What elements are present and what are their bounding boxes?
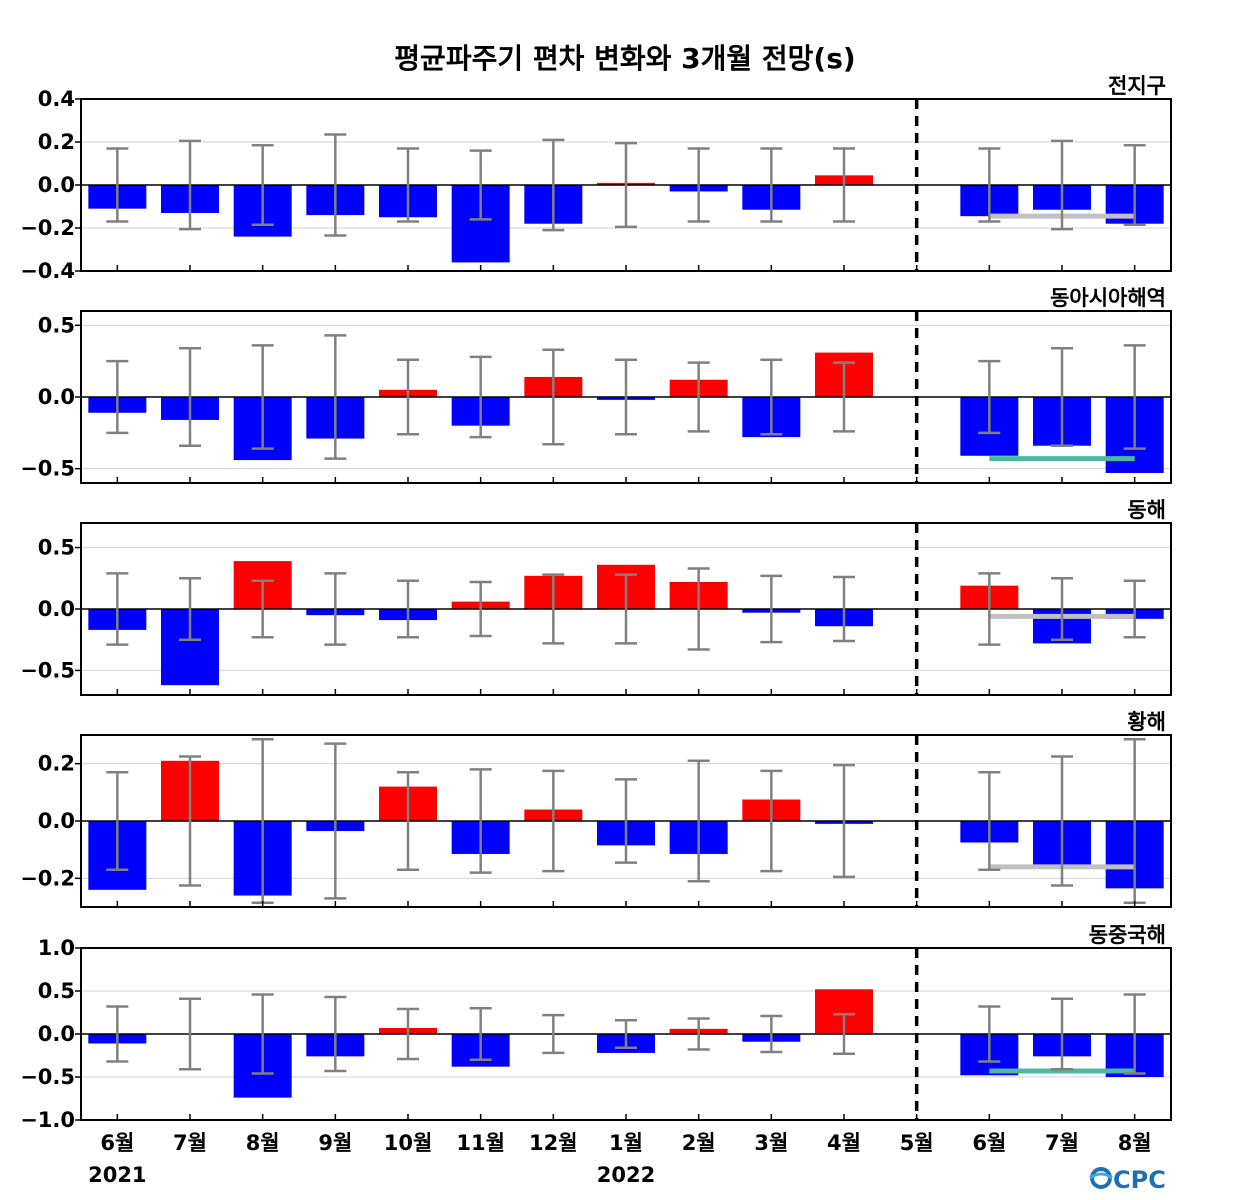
x-tick-label: 11월 xyxy=(456,1131,505,1155)
x-tick-label: 8월 xyxy=(1118,1131,1152,1155)
x-tick-label: 4월 xyxy=(827,1131,861,1155)
panel-1: −0.4 −0.2 0.0 0.2 0.4 전지구 xyxy=(20,74,1172,283)
panel-2: −0.5 0.0 0.5 동아시아해역 xyxy=(20,286,1172,484)
y-tick-label: −0.2 xyxy=(20,866,75,890)
cpc-logo: CPC xyxy=(1089,1166,1166,1194)
x-tick-label: 7월 xyxy=(173,1131,207,1155)
y-tick-label: −0.5 xyxy=(20,658,75,682)
logo-text: CPC xyxy=(1113,1166,1166,1194)
y-tick-label: 0.5 xyxy=(38,536,75,560)
y-tick-label: 0.0 xyxy=(38,1022,75,1046)
y-tick-label: 0.5 xyxy=(38,313,75,337)
y-tick-label: 0.2 xyxy=(38,130,75,154)
y-tick-label: 0.0 xyxy=(38,809,75,833)
x-tick-label: 6월 xyxy=(100,1131,134,1155)
y-tick-label: 0.4 xyxy=(38,87,75,111)
panel-5: −1.0 −0.5 0.0 0.5 1.0 동중국해 xyxy=(20,923,1172,1132)
y-tick-label: −0.4 xyxy=(20,259,75,283)
y-tick-label: 1.0 xyxy=(38,936,75,960)
y-tick-label: −0.5 xyxy=(20,1065,75,1089)
year-label: 2021 xyxy=(88,1163,146,1187)
x-tick-label: 10월 xyxy=(384,1131,433,1155)
y-tick-label: −0.2 xyxy=(20,216,75,240)
x-axis-labels: 6월 7월 8월 9월 10월 11월 12월 1월 2월 3월 4월 5월 6월 7월 8월 2021 202… xyxy=(88,1131,1152,1187)
region-label: 동중국해 xyxy=(1089,923,1166,947)
x-tick-label: 6월 xyxy=(972,1131,1006,1155)
region-label: 전지구 xyxy=(1108,74,1166,98)
x-tick-label: 7월 xyxy=(1045,1131,1079,1155)
y-tick-label: 0.0 xyxy=(38,385,75,409)
x-tick-label: 12월 xyxy=(529,1131,578,1155)
y-tick-label: 0.2 xyxy=(38,752,75,776)
year-label: 2022 xyxy=(597,1163,655,1187)
x-tick-label: 9월 xyxy=(318,1131,352,1155)
panel-4: −0.2 0.0 0.2 황해 xyxy=(20,710,1172,908)
x-tick-label: 8월 xyxy=(246,1131,280,1155)
x-tick-label: 5월 xyxy=(900,1131,934,1155)
logo-wave xyxy=(1089,1172,1113,1180)
y-tick-label: −1.0 xyxy=(20,1108,75,1132)
region-label: 동해 xyxy=(1127,498,1166,522)
x-tick-label: 3월 xyxy=(754,1131,788,1155)
logo-ring xyxy=(1090,1167,1112,1189)
region-label: 동아시아해역 xyxy=(1050,286,1166,310)
chart-title: 평균파주기 편차 변화와 3개월 전망(s) xyxy=(394,42,855,75)
y-tick-label: 0.0 xyxy=(38,597,75,621)
y-tick-label: −0.5 xyxy=(20,457,75,481)
x-tick-label: 2월 xyxy=(682,1131,716,1155)
panel-3: −0.5 0.0 0.5 동해 xyxy=(20,498,1172,696)
x-tick-label: 1월 xyxy=(609,1131,643,1155)
y-tick-label: 0.0 xyxy=(38,173,75,197)
region-label: 황해 xyxy=(1127,710,1166,734)
y-tick-label: 0.5 xyxy=(38,979,75,1003)
panels-group: −0.4−0.20.00.20.4전지구−0.50.00.5동아시아해역−0.5… xyxy=(20,74,1172,1132)
